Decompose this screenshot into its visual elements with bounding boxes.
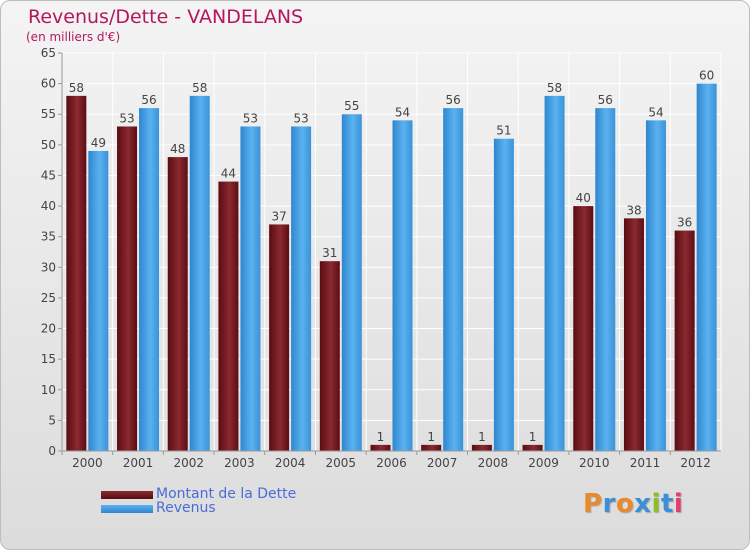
data-label-dette: 31 [322, 246, 337, 260]
data-label-dette: 58 [69, 81, 84, 95]
y-tick-label: 30 [41, 260, 56, 274]
data-label-dette: 40 [576, 191, 591, 205]
x-tick-label: 2004 [275, 456, 306, 470]
data-label-revenus: 58 [192, 81, 207, 95]
x-tick-label: 2009 [528, 456, 559, 470]
bar-dette [573, 206, 594, 451]
bar-dette [623, 218, 644, 451]
data-label-revenus: 51 [496, 124, 511, 138]
data-label-dette: 1 [478, 430, 486, 444]
data-label-dette: 38 [626, 203, 641, 217]
data-label-revenus: 56 [446, 93, 461, 107]
bar-revenus [88, 150, 109, 451]
data-label-dette: 36 [677, 216, 692, 230]
bar-revenus [189, 95, 210, 451]
data-label-revenus: 60 [699, 69, 714, 83]
data-label-dette: 48 [170, 142, 185, 156]
bar-dette [471, 444, 492, 451]
data-label-dette: 53 [119, 111, 134, 125]
data-label-revenus: 49 [91, 136, 106, 150]
data-label-dette: 1 [427, 430, 435, 444]
bar-revenus [696, 83, 717, 451]
bar-dette [269, 224, 290, 451]
data-label-dette: 1 [377, 430, 385, 444]
logo-letter: r [602, 489, 616, 519]
legend-label-revenus: Revenus [156, 500, 216, 516]
x-tick-label: 2012 [680, 456, 711, 470]
data-label-revenus: 54 [648, 105, 663, 119]
x-tick-label: 2008 [478, 456, 509, 470]
y-tick-label: 20 [41, 322, 56, 336]
bar-dette [218, 181, 239, 452]
logo-letter: t [660, 489, 674, 519]
x-tick-label: 2011 [630, 456, 661, 470]
y-tick-label: 5 [48, 413, 56, 427]
legend-swatch-dette [101, 491, 153, 499]
bar-dette [421, 444, 442, 451]
bar-dette [674, 230, 695, 451]
y-tick-label: 60 [41, 77, 56, 91]
legend-label-dette: Montant de la Dette [156, 486, 297, 502]
data-label-dette: 37 [271, 209, 286, 223]
y-tick-label: 40 [41, 199, 56, 213]
x-tick-label: 2001 [123, 456, 154, 470]
data-label-revenus: 53 [293, 111, 308, 125]
data-label-dette: 1 [529, 430, 537, 444]
x-tick-label: 2010 [579, 456, 610, 470]
data-label-revenus: 54 [395, 105, 410, 119]
x-tick-label: 2006 [376, 456, 407, 470]
bar-dette [370, 444, 391, 451]
bar-revenus [645, 120, 666, 451]
data-label-revenus: 56 [598, 93, 613, 107]
x-tick-label: 2005 [326, 456, 357, 470]
y-tick-label: 35 [41, 230, 56, 244]
bar-revenus [544, 95, 565, 451]
data-label-revenus: 56 [141, 93, 156, 107]
y-tick-label: 45 [41, 168, 56, 182]
y-tick-label: 25 [41, 291, 56, 305]
bar-revenus [392, 120, 413, 451]
logo-letter: P [583, 489, 603, 519]
x-tick-label: 2002 [173, 456, 204, 470]
x-tick-label: 2000 [72, 456, 103, 470]
bar-dette [522, 444, 543, 451]
bar-dette [66, 95, 87, 451]
x-tick-label: 2003 [224, 456, 255, 470]
data-label-dette: 44 [221, 167, 236, 181]
chart-title: Revenus/Dette - VANDELANS [28, 6, 304, 28]
data-label-revenus: 58 [547, 81, 562, 95]
y-tick-label: 50 [41, 138, 56, 152]
bar-revenus [341, 114, 362, 451]
y-tick-label: 10 [41, 383, 56, 397]
x-tick-label: 2007 [427, 456, 458, 470]
y-tick-label: 0 [48, 444, 56, 458]
data-label-revenus: 55 [344, 99, 359, 113]
bar-revenus [493, 138, 514, 451]
data-label-revenus: 53 [243, 111, 258, 125]
logo-letter: o [615, 489, 635, 519]
logo-letter: i [651, 489, 661, 519]
chart-subtitle: (en milliers d'€) [26, 30, 121, 44]
bar-revenus [443, 108, 464, 451]
logo-letter: x [634, 489, 652, 519]
bar-revenus [291, 126, 312, 451]
logo-letter: i [673, 489, 684, 519]
bar-dette [319, 261, 340, 451]
legend-swatch-revenus [101, 505, 153, 513]
bar-revenus [240, 126, 261, 451]
bar-revenus [595, 108, 616, 451]
bar-dette [117, 126, 138, 451]
bar-dette [167, 157, 188, 452]
y-tick-label: 15 [41, 352, 56, 366]
y-tick-label: 55 [41, 107, 56, 121]
bar-revenus [139, 108, 160, 451]
y-tick-label: 65 [41, 46, 56, 60]
proxiti-logo: Proxiti [583, 489, 683, 519]
